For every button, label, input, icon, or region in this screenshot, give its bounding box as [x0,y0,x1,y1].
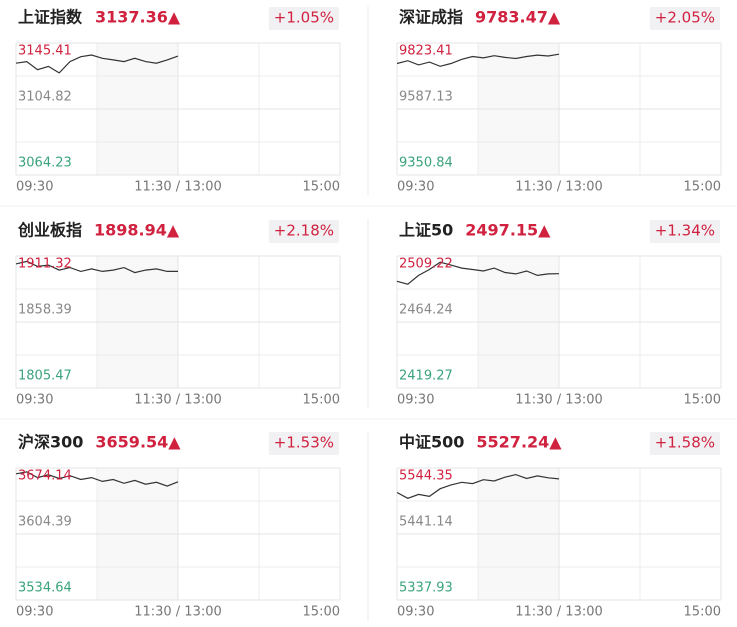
y-tick-label: 1858.39 [18,303,72,318]
index-name: 上证50 [399,221,453,240]
change-box [268,220,339,243]
x-tick-label: 15:00 [303,393,340,408]
y-tick-label: 9587.13 [399,89,453,104]
index-price: 3137.36▲ [95,8,181,27]
x-tick-label: 09:30 [397,605,434,620]
change-box [649,220,720,243]
y-tick-label: 3064.23 [18,156,72,171]
x-tick-label: 11:30 / 13:00 [515,180,603,195]
change-percent: +2.05% [655,9,715,27]
x-tick-label: 15:00 [684,605,721,620]
index-price: 1898.94▲ [94,221,180,240]
x-tick-label: 11:30 / 13:00 [515,605,603,620]
price-line [396,53,560,67]
change-percent: +1.05% [274,9,334,27]
change-box [649,7,720,30]
y-tick-label: 2464.24 [399,303,453,318]
index-price: 2497.15▲ [465,221,551,240]
price-line [15,260,178,274]
change-box [649,432,720,455]
x-tick-label: 15:00 [303,180,340,195]
x-tick-label: 09:30 [16,605,53,620]
y-tick-label: 1805.47 [18,369,72,384]
index-name: 创业板指 [17,221,82,240]
index-price: 3659.54▲ [95,433,181,452]
index-name: 沪深300 [18,433,83,452]
index-price: 9783.47▲ [475,8,561,27]
x-tick-label: 11:30 / 13:00 [134,180,222,195]
y-tick-label: 9823.41 [399,44,453,59]
y-tick-label: 5544.35 [399,469,453,484]
price-line [396,473,560,499]
change-percent: +1.53% [274,434,334,452]
change-percent: +2.18% [274,222,334,240]
y-tick-label: 2419.27 [399,369,453,384]
y-tick-label: 5441.14 [399,515,453,530]
x-tick-label: 11:30 / 13:00 [134,393,222,408]
x-tick-label: 11:30 / 13:00 [515,393,603,408]
index-name: 深证成指 [399,8,463,27]
change-percent: +1.34% [655,222,715,240]
price-line [15,471,179,487]
x-tick-label: 09:30 [16,180,53,195]
x-tick-label: 11:30 / 13:00 [134,605,222,620]
change-box [268,432,339,455]
y-tick-label: 5337.93 [399,581,453,596]
x-tick-label: 15:00 [684,180,721,195]
x-tick-label: 09:30 [397,393,434,408]
y-tick-label: 3145.41 [18,44,72,59]
y-tick-label: 3104.82 [18,90,72,105]
index-price: 5527.24▲ [476,433,562,452]
x-tick-label: 15:00 [684,393,721,408]
y-tick-label: 2509.22 [399,257,453,272]
x-tick-label: 09:30 [16,393,53,408]
x-tick-label: 09:30 [397,180,434,195]
price-line [396,261,560,285]
y-tick-label: 3534.64 [18,581,72,596]
y-tick-label: 3604.39 [18,515,72,530]
y-tick-label: 3674.14 [18,469,72,484]
y-tick-label: 9350.84 [399,156,453,171]
change-percent: +1.58% [655,434,715,452]
price-line [15,54,179,74]
index-name: 中证500 [399,433,464,452]
change-box [268,7,339,30]
x-tick-label: 15:00 [303,605,340,620]
y-tick-label: 1911.32 [18,257,72,272]
index-name: 上证指数 [18,8,83,27]
